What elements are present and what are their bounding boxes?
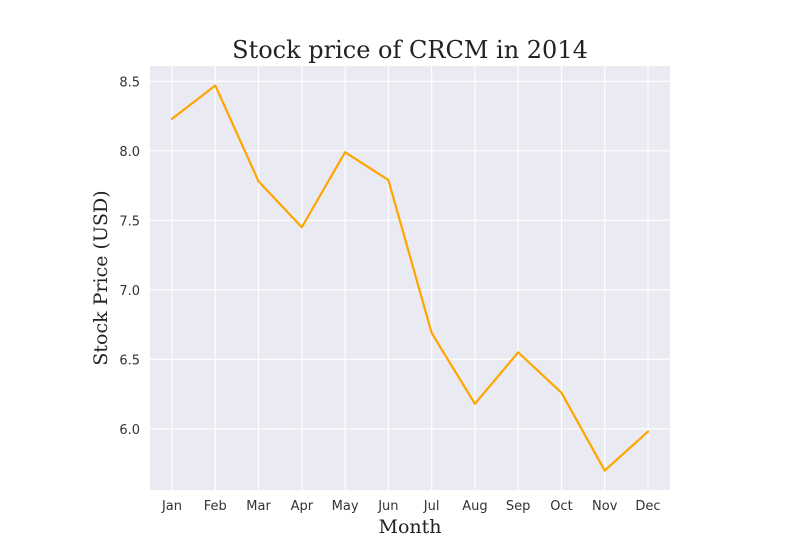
x-tick-label-sep: Sep (506, 499, 531, 514)
chart-title: Stock price of CRCM in 2014 (232, 36, 588, 64)
x-tick-label-oct: Oct (550, 499, 572, 514)
x-tick-label-aug: Aug (462, 499, 487, 514)
x-tick-label-may: May (332, 499, 359, 514)
x-tick-label-mar: Mar (246, 499, 271, 514)
y-tick-label-4: 8.0 (119, 145, 140, 160)
y-tick-labels: 6.0 6.5 7.0 7.5 8.0 8.5 (119, 75, 140, 438)
x-tick-labels: Jan Feb Mar Apr May Jun Jul Aug Sep Oct Nov Dec (161, 499, 661, 514)
y-tick-label-5: 8.5 (119, 75, 140, 90)
y-axis-label: Stock Price (USD) (90, 190, 112, 365)
y-tick-label-2: 7.0 (119, 284, 140, 299)
x-tick-label-jul: Jul (423, 499, 440, 514)
vertical-gridlines (171, 66, 649, 490)
y-tick-label-1: 6.5 (119, 353, 140, 368)
x-tick-label-feb: Feb (204, 499, 227, 514)
y-tick-label-3: 7.5 (119, 214, 140, 229)
y-tick-label-0: 6.0 (119, 423, 140, 438)
plot-area (150, 66, 670, 490)
series-line (170, 84, 650, 472)
x-tick-label-jan: Jan (161, 499, 182, 514)
horizontal-gridlines (150, 80, 670, 430)
x-tick-label-dec: Dec (635, 499, 660, 514)
x-axis-label: Month (378, 516, 441, 538)
x-tick-label-apr: Apr (291, 499, 314, 514)
x-tick-label-jun: Jun (377, 499, 398, 514)
x-tick-label-nov: Nov (592, 499, 618, 514)
